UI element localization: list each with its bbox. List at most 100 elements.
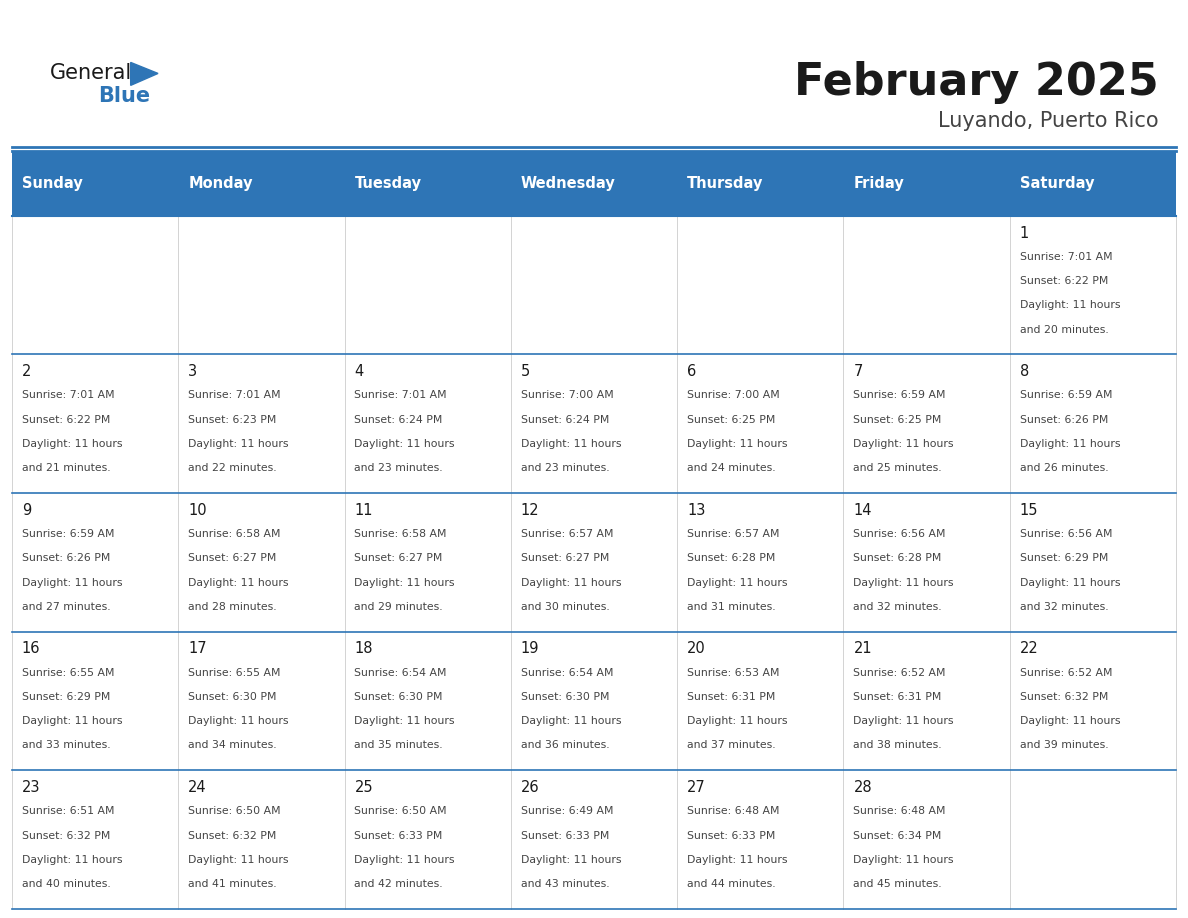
Bar xyxy=(345,151,511,216)
Text: 13: 13 xyxy=(687,503,706,518)
Text: Daylight: 11 hours: Daylight: 11 hours xyxy=(1019,716,1120,726)
Text: Daylight: 11 hours: Daylight: 11 hours xyxy=(1019,577,1120,588)
Text: Tuesday: Tuesday xyxy=(354,176,422,191)
Text: 24: 24 xyxy=(188,780,207,795)
Text: and 27 minutes.: and 27 minutes. xyxy=(21,602,110,611)
Text: Sunrise: 7:01 AM: Sunrise: 7:01 AM xyxy=(21,390,114,400)
Text: and 24 minutes.: and 24 minutes. xyxy=(687,464,776,474)
Bar xyxy=(511,632,677,770)
Text: and 22 minutes.: and 22 minutes. xyxy=(188,464,277,474)
Text: Blue: Blue xyxy=(99,86,151,106)
Text: Sunrise: 6:50 AM: Sunrise: 6:50 AM xyxy=(188,806,280,816)
Text: Daylight: 11 hours: Daylight: 11 hours xyxy=(354,716,455,726)
Text: Daylight: 11 hours: Daylight: 11 hours xyxy=(520,716,621,726)
Text: Sunset: 6:30 PM: Sunset: 6:30 PM xyxy=(188,692,277,702)
Text: and 25 minutes.: and 25 minutes. xyxy=(853,464,942,474)
Text: 14: 14 xyxy=(853,503,872,518)
Text: Sunrise: 6:48 AM: Sunrise: 6:48 AM xyxy=(687,806,779,816)
Text: Sunrise: 6:54 AM: Sunrise: 6:54 AM xyxy=(354,667,447,677)
Bar xyxy=(1010,770,1176,909)
Text: Sunset: 6:25 PM: Sunset: 6:25 PM xyxy=(853,415,942,425)
Text: Monday: Monday xyxy=(188,176,253,191)
Text: Sunset: 6:26 PM: Sunset: 6:26 PM xyxy=(21,554,110,564)
Bar xyxy=(511,216,677,354)
Bar xyxy=(677,354,843,493)
Text: and 31 minutes.: and 31 minutes. xyxy=(687,602,776,611)
Text: 15: 15 xyxy=(1019,503,1038,518)
Bar xyxy=(1010,493,1176,632)
Text: Daylight: 11 hours: Daylight: 11 hours xyxy=(853,577,954,588)
Text: and 41 minutes.: and 41 minutes. xyxy=(188,879,277,889)
Text: Sunset: 6:22 PM: Sunset: 6:22 PM xyxy=(21,415,110,425)
Text: Sunset: 6:27 PM: Sunset: 6:27 PM xyxy=(188,554,277,564)
Text: 22: 22 xyxy=(1019,642,1038,656)
Bar xyxy=(511,493,677,632)
Text: Sunset: 6:23 PM: Sunset: 6:23 PM xyxy=(188,415,277,425)
Text: Sunset: 6:31 PM: Sunset: 6:31 PM xyxy=(853,692,942,702)
Text: Daylight: 11 hours: Daylight: 11 hours xyxy=(21,716,122,726)
Text: 5: 5 xyxy=(520,364,530,379)
Text: 4: 4 xyxy=(354,364,364,379)
Bar xyxy=(345,493,511,632)
Text: and 36 minutes.: and 36 minutes. xyxy=(520,741,609,750)
Text: Sunrise: 6:56 AM: Sunrise: 6:56 AM xyxy=(1019,529,1112,539)
Bar xyxy=(12,493,178,632)
Bar xyxy=(677,632,843,770)
Text: Sunrise: 6:49 AM: Sunrise: 6:49 AM xyxy=(520,806,613,816)
Bar xyxy=(1010,354,1176,493)
Text: and 30 minutes.: and 30 minutes. xyxy=(520,602,609,611)
Text: 12: 12 xyxy=(520,503,539,518)
Text: and 26 minutes.: and 26 minutes. xyxy=(1019,464,1108,474)
Text: Sunset: 6:33 PM: Sunset: 6:33 PM xyxy=(687,831,776,841)
Text: Daylight: 11 hours: Daylight: 11 hours xyxy=(687,716,788,726)
Text: and 33 minutes.: and 33 minutes. xyxy=(21,741,110,750)
Text: Daylight: 11 hours: Daylight: 11 hours xyxy=(853,855,954,865)
Text: General: General xyxy=(50,63,132,84)
Text: 8: 8 xyxy=(1019,364,1029,379)
Bar xyxy=(843,216,1010,354)
Text: Sunrise: 6:57 AM: Sunrise: 6:57 AM xyxy=(687,529,779,539)
Text: Sunset: 6:33 PM: Sunset: 6:33 PM xyxy=(520,831,609,841)
Text: 17: 17 xyxy=(188,642,207,656)
Text: Sunrise: 6:59 AM: Sunrise: 6:59 AM xyxy=(21,529,114,539)
Polygon shape xyxy=(131,62,158,85)
Bar xyxy=(677,151,843,216)
Text: Sunset: 6:29 PM: Sunset: 6:29 PM xyxy=(21,692,110,702)
Text: 21: 21 xyxy=(853,642,872,656)
Text: Sunset: 6:30 PM: Sunset: 6:30 PM xyxy=(520,692,609,702)
Bar xyxy=(178,632,345,770)
Text: Sunrise: 7:00 AM: Sunrise: 7:00 AM xyxy=(687,390,779,400)
Text: 28: 28 xyxy=(853,780,872,795)
Bar xyxy=(677,493,843,632)
Text: Sunrise: 7:01 AM: Sunrise: 7:01 AM xyxy=(1019,252,1112,262)
Text: Saturday: Saturday xyxy=(1019,176,1094,191)
Bar xyxy=(1010,151,1176,216)
Text: February 2025: February 2025 xyxy=(794,62,1158,104)
Bar xyxy=(843,632,1010,770)
Bar xyxy=(511,354,677,493)
Text: Daylight: 11 hours: Daylight: 11 hours xyxy=(188,439,289,449)
Text: Daylight: 11 hours: Daylight: 11 hours xyxy=(21,855,122,865)
Text: Daylight: 11 hours: Daylight: 11 hours xyxy=(853,439,954,449)
Text: Daylight: 11 hours: Daylight: 11 hours xyxy=(21,439,122,449)
Text: 9: 9 xyxy=(21,503,31,518)
Text: Daylight: 11 hours: Daylight: 11 hours xyxy=(188,716,289,726)
Text: and 45 minutes.: and 45 minutes. xyxy=(853,879,942,889)
Text: Sunrise: 6:51 AM: Sunrise: 6:51 AM xyxy=(21,806,114,816)
Text: Sunset: 6:32 PM: Sunset: 6:32 PM xyxy=(21,831,110,841)
Bar xyxy=(178,216,345,354)
Text: and 21 minutes.: and 21 minutes. xyxy=(21,464,110,474)
Text: 25: 25 xyxy=(354,780,373,795)
Text: Sunset: 6:22 PM: Sunset: 6:22 PM xyxy=(1019,276,1108,286)
Text: Sunrise: 6:58 AM: Sunrise: 6:58 AM xyxy=(354,529,447,539)
Text: Daylight: 11 hours: Daylight: 11 hours xyxy=(354,577,455,588)
Text: 10: 10 xyxy=(188,503,207,518)
Text: Daylight: 11 hours: Daylight: 11 hours xyxy=(354,855,455,865)
Text: Sunset: 6:27 PM: Sunset: 6:27 PM xyxy=(520,554,609,564)
Text: 1: 1 xyxy=(1019,226,1029,241)
Text: Sunset: 6:30 PM: Sunset: 6:30 PM xyxy=(354,692,443,702)
Text: 6: 6 xyxy=(687,364,696,379)
Text: Sunrise: 7:01 AM: Sunrise: 7:01 AM xyxy=(354,390,447,400)
Text: Sunrise: 6:54 AM: Sunrise: 6:54 AM xyxy=(520,667,613,677)
Text: Sunrise: 6:55 AM: Sunrise: 6:55 AM xyxy=(188,667,280,677)
